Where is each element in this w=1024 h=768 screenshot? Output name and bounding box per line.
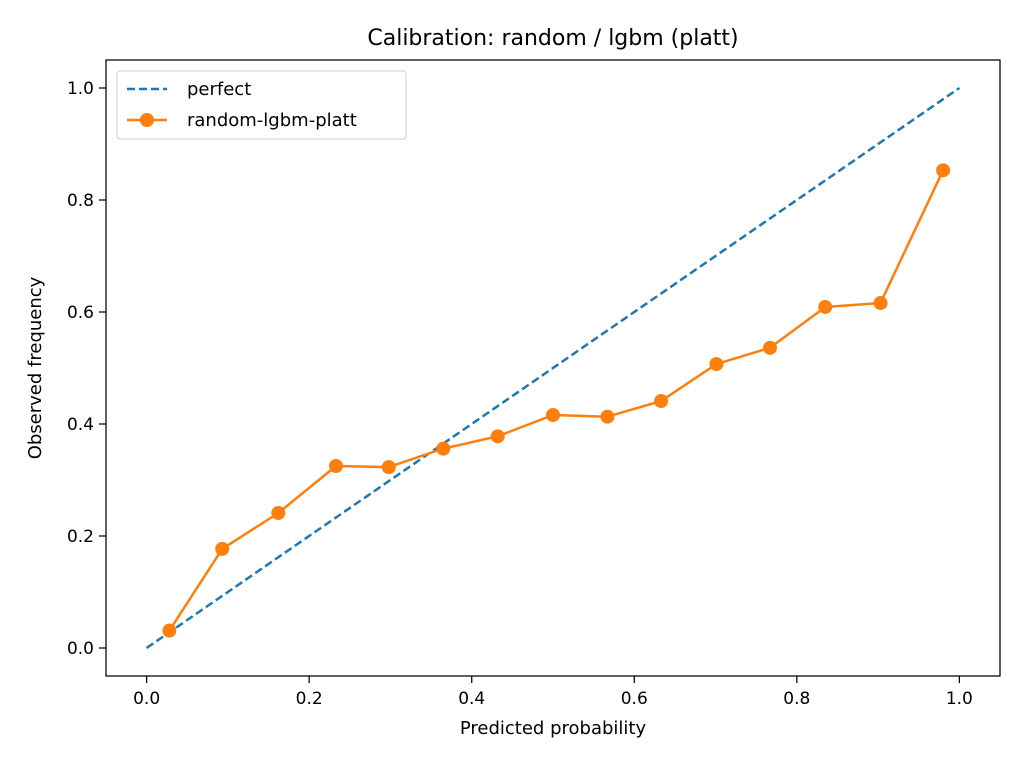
y-axis-ticks: 0.0 0.2 0.4 0.6 0.8 1.0 [67, 79, 106, 659]
data-point-random-lgbm-platt [490, 429, 505, 444]
data-point-random-lgbm-platt [873, 296, 888, 311]
x-axis-ticks: 0.0 0.2 0.4 0.6 0.8 1.0 [133, 676, 973, 709]
y-axis-label: Observed frequency [25, 276, 46, 459]
data-point-random-lgbm-platt [271, 506, 286, 521]
plot-area: 0.0 0.2 0.4 0.6 0.8 1.0 0.0 0.2 0.4 0.6 0.8 1.0 [67, 59, 1001, 709]
axes-frame [105, 59, 1001, 677]
y-tick-label: 0.2 [67, 527, 94, 547]
data-point-random-lgbm-platt [709, 357, 724, 372]
data-point-random-lgbm-platt [381, 460, 396, 475]
data-point-random-lgbm-platt [600, 409, 615, 424]
x-tick-label: 0.0 [133, 689, 160, 709]
data-point-random-lgbm-platt [654, 394, 669, 409]
legend-marker-random-lgbm-platt [140, 113, 154, 127]
series-layer [145, 86, 961, 650]
x-axis-label: Predicted probability [460, 718, 647, 739]
data-point-random-lgbm-platt [329, 459, 344, 473]
legend: perfect random-lgbm-platt [116, 70, 407, 140]
data-point-random-lgbm-platt [215, 541, 230, 556]
y-tick-label: 0.8 [67, 191, 94, 211]
chart-title: Calibration: random / lgbm (platt) [367, 26, 738, 51]
legend-label-random-lgbm-platt: random-lgbm-platt [187, 110, 357, 131]
data-point-random-lgbm-platt [818, 299, 833, 314]
data-point-random-lgbm-platt [546, 408, 560, 423]
legend-box [116, 70, 407, 140]
y-tick-label: 1.0 [67, 79, 94, 99]
y-tick-label: 0.6 [67, 303, 94, 323]
x-tick-label: 1.0 [946, 689, 973, 709]
y-tick-label: 0.0 [67, 639, 94, 659]
data-point-random-lgbm-platt [162, 623, 177, 638]
x-tick-label: 0.8 [783, 689, 810, 709]
legend-label-perfect: perfect [187, 79, 251, 100]
data-point-random-lgbm-platt [436, 441, 451, 456]
x-tick-label: 0.2 [296, 689, 323, 709]
y-tick-label: 0.4 [67, 415, 94, 435]
x-tick-label: 0.4 [458, 689, 485, 709]
data-point-random-lgbm-platt [936, 163, 951, 178]
x-tick-label: 0.6 [621, 689, 648, 709]
data-point-random-lgbm-platt [762, 340, 777, 355]
series-line-perfect [145, 86, 961, 650]
